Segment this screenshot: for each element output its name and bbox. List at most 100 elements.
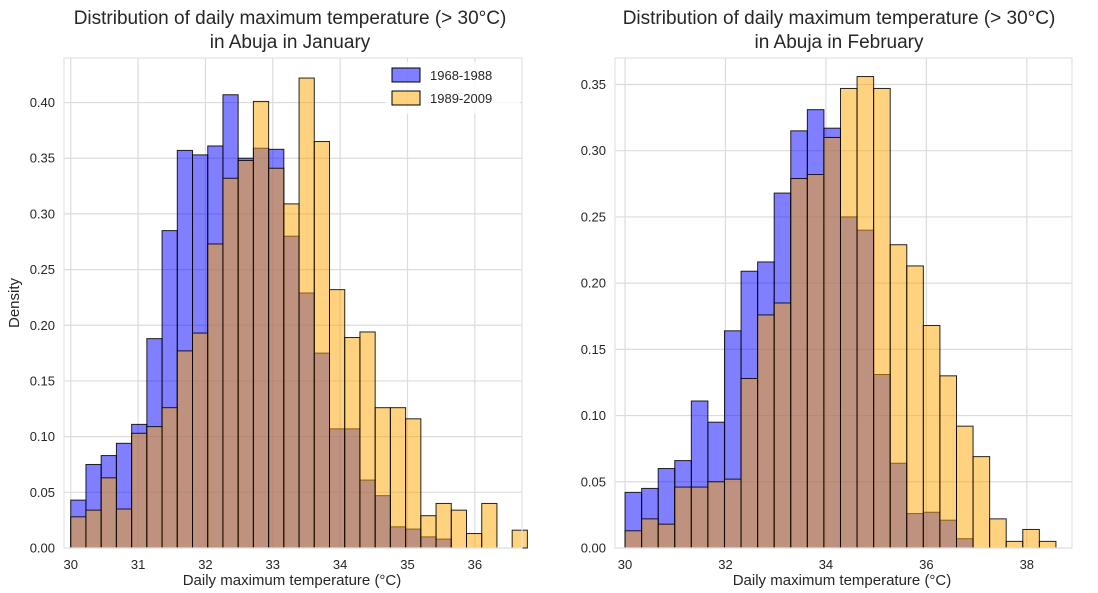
histogram-bar-series-b [146, 426, 163, 549]
x-tick-label: 32 [718, 557, 732, 572]
histogram-bar-series-b [344, 337, 361, 549]
legend-label-1989-2009: 1989-2009 [430, 91, 492, 106]
histogram-bar-series-b [466, 533, 483, 549]
y-tick-label: 0.35 [581, 77, 606, 92]
histogram-bar-series-b [405, 418, 422, 549]
histogram-bar-series-b [641, 518, 659, 549]
histogram-bar-series-b [298, 77, 315, 549]
histogram-bar-series-b [723, 478, 742, 549]
histogram-bar-series-b [329, 289, 346, 549]
histogram-bar-series-b [856, 76, 875, 549]
x-tick-label: 31 [131, 557, 145, 572]
legend-label-1968-1988: 1968-1988 [430, 68, 492, 83]
chart-january: Distribution of daily maximum temperatur… [6, 8, 528, 589]
x-tick-label: 38 [1020, 557, 1034, 572]
histogram-bar-series-b [85, 509, 102, 549]
y-tick-label: 0.35 [30, 151, 55, 166]
histogram-bar-series-b [511, 529, 528, 549]
y-tick-label: 0.30 [30, 206, 55, 221]
histogram-bar-series-b [176, 350, 194, 549]
histogram-bar-series-b [100, 477, 117, 549]
chart-title-line1: Distribution of daily maximum temperatur… [74, 8, 507, 29]
histogram-bar-series-b [435, 502, 452, 549]
histogram-bar-series-b [757, 314, 775, 549]
histogram-bar-series-b [972, 456, 991, 549]
histogram-bar-series-b [624, 530, 643, 549]
x-tick-label: 32 [198, 557, 212, 572]
histogram-bar-series-b [70, 516, 87, 549]
y-tick-label: 0.20 [581, 276, 606, 291]
y-tick-label: 0.20 [30, 318, 55, 333]
histogram-bars [624, 76, 1057, 549]
y-tick-label: 0.10 [581, 408, 606, 423]
histogram-bar-series-b [939, 375, 957, 549]
histogram-bar-series-b [955, 425, 974, 549]
histogram-bar-series-b [806, 174, 825, 549]
histogram-bar-series-b [283, 203, 300, 549]
y-axis-label: Density [6, 277, 23, 328]
histogram-bar-series-b [839, 87, 858, 549]
histogram-bar-series-b [313, 141, 331, 549]
tick-labels: 30 32 34 36 38 0.00 0.05 0.10 0.15 0.20 0.25 0.30 0.… [581, 77, 1034, 572]
histogram-bar-series-b [420, 515, 437, 549]
x-axis-label: Daily maximum temperature (°C) [733, 572, 952, 589]
x-tick-label: 34 [333, 557, 347, 572]
chart-title-line1: Distribution of daily maximum temperatur… [623, 8, 1056, 29]
histogram-bar-series-b [1038, 540, 1057, 549]
histogram-bar-series-b [389, 407, 407, 549]
histogram-bar-series-b [773, 302, 792, 549]
y-tick-label: 0.25 [30, 262, 55, 277]
histogram-bar-series-b [192, 332, 209, 549]
histogram-bar-series-b [161, 407, 178, 549]
y-tick-label: 0.10 [30, 429, 55, 444]
histogram-bar-series-b [222, 177, 239, 549]
y-tick-label: 0.25 [581, 209, 606, 224]
histogram-bar-series-b [359, 331, 376, 549]
histogram-bar-series-b [450, 509, 468, 549]
y-tick-label: 0.40 [30, 95, 55, 110]
histogram-bar-series-b [989, 518, 1007, 549]
y-tick-label: 0.00 [30, 541, 55, 556]
y-tick-label: 0.05 [581, 474, 606, 489]
histogram-bar-series-b [674, 486, 692, 549]
chart-title-line2: in Abuja in January [210, 32, 371, 53]
histogram-bar-series-b [252, 100, 270, 549]
plot-frame [614, 57, 1073, 549]
histogram-bar-series-b [823, 136, 841, 549]
histogram-bar-series-b [1005, 540, 1024, 549]
histogram-bar-series-b [115, 508, 133, 549]
x-tick-label: 36 [919, 557, 933, 572]
x-tick-label: 36 [468, 557, 482, 572]
y-tick-label: 0.15 [30, 373, 55, 388]
x-tick-label: 34 [819, 557, 833, 572]
x-tick-label: 30 [618, 557, 632, 572]
legend-swatch-1968-1988 [391, 67, 421, 83]
chart-february: Distribution of daily maximum temperatur… [581, 8, 1073, 589]
x-tick-label: 35 [400, 557, 414, 572]
histogram-bar-series-b [889, 244, 908, 549]
histogram-bar-series-b [690, 486, 709, 549]
histogram-bar-series-b [237, 159, 254, 549]
y-tick-label: 0.00 [581, 541, 606, 556]
histogram-bar-series-b [657, 523, 676, 549]
histogram-bar-series-b [873, 87, 891, 549]
histogram-bar-series-b [131, 432, 148, 549]
histogram-bar-series-b [707, 481, 725, 549]
tick-labels: 30 31 32 33 34 35 36 0.00 0.05 0.10 0.15 0.20 0.25 0.… [30, 95, 482, 572]
chart-title-line2: in Abuja in February [755, 32, 924, 53]
histogram-bar-series-b [740, 377, 759, 549]
y-tick-label: 0.30 [581, 143, 606, 158]
histogram-bars [70, 77, 528, 549]
histogram-bar-series-b [790, 178, 808, 549]
legend-swatch-1989-2009 [391, 90, 421, 106]
histogram-bar-series-b [906, 265, 924, 549]
histogram-bar-series-b [207, 243, 224, 549]
plot-frame [63, 57, 523, 549]
x-tick-label: 30 [64, 557, 78, 572]
y-tick-label: 0.05 [30, 485, 55, 500]
x-tick-label: 33 [266, 557, 280, 572]
histogram-bar-series-b [1022, 528, 1040, 549]
legend: 1968-1988 1989-2009 [386, 62, 520, 114]
histogram-bar-series-b [374, 407, 391, 549]
